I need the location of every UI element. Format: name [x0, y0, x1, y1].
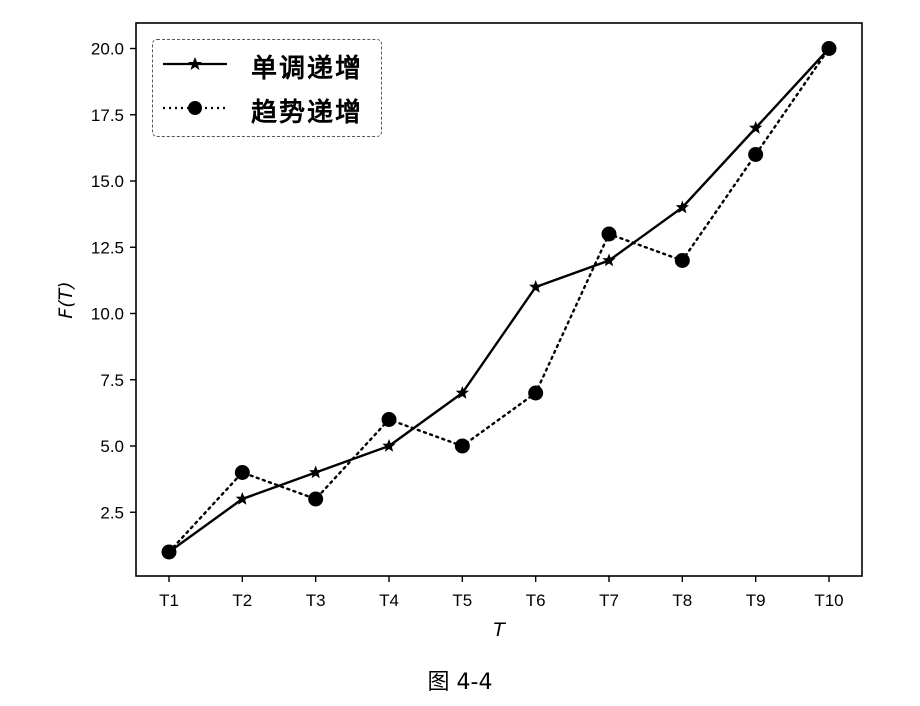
- x-tick-label: T9: [746, 591, 766, 610]
- x-tick-label: T5: [452, 591, 472, 610]
- plot-area: [161, 41, 837, 560]
- star-marker: [675, 200, 689, 214]
- legend: 单调递增 趋势递增: [152, 39, 382, 137]
- series-monotonic-line: [168, 47, 830, 553]
- x-tick-label: T8: [672, 591, 692, 610]
- y-axis-label: F(T): [55, 281, 77, 318]
- x-tick-label: T2: [232, 591, 252, 610]
- x-tick-label: T3: [306, 591, 326, 610]
- star-marker: [822, 41, 836, 55]
- y-tick-label: 5.0: [100, 437, 124, 456]
- circle-marker: [674, 253, 690, 268]
- y-tick-label: 17.5: [91, 106, 124, 125]
- axes-frame: [135, 22, 863, 577]
- y-tick-label: 2.5: [100, 503, 124, 522]
- x-axis-label: T: [493, 619, 506, 641]
- x-tick-label: T6: [526, 591, 546, 610]
- star-marker: [602, 253, 616, 267]
- star-marker: [162, 545, 176, 558]
- star-marker: [455, 386, 469, 399]
- circle-marker: [381, 412, 397, 427]
- x-tick-label: T4: [379, 591, 399, 610]
- y-tick-label: 20.0: [91, 40, 124, 59]
- legend-label: 趋势递增: [251, 98, 364, 128]
- y-axis-ticks: 2.5 5.0 7.5 10.0 12.5 15.0 17.5 20.0: [91, 40, 136, 522]
- x-tick-label: T7: [599, 591, 619, 610]
- circle-marker: [748, 147, 764, 162]
- x-axis-ticks: T1 T2 T3 T4 T5 T6 T7 T8 T9 T10: [159, 576, 844, 610]
- y-tick-label: 12.5: [91, 238, 124, 257]
- figure-caption: 图 4-4: [427, 670, 493, 695]
- star-marker: [749, 121, 763, 134]
- solid-star-line-icon: [163, 57, 227, 70]
- y-tick-label: 7.5: [100, 371, 124, 390]
- legend-item-monotonic: 单调递增: [153, 44, 381, 84]
- legend-label: 单调递增: [251, 54, 364, 84]
- dotted-circle-line-icon: [163, 101, 227, 115]
- x-tick-label: T10: [814, 591, 843, 610]
- circle-marker: [528, 385, 544, 401]
- circle-marker: [601, 226, 617, 242]
- circle-marker: [454, 438, 470, 454]
- circle-marker: [234, 465, 250, 480]
- y-tick-label: 10.0: [91, 305, 124, 324]
- series-trend-line: [167, 47, 831, 554]
- x-tick-label: T1: [159, 591, 179, 610]
- star-marker: [382, 439, 396, 452]
- legend-item-trend: 趋势递增: [153, 88, 381, 128]
- star-marker: [309, 465, 323, 479]
- star-marker: [529, 280, 543, 293]
- circle-marker: [308, 491, 324, 507]
- star-marker: [235, 492, 249, 505]
- y-tick-label: 15.0: [91, 172, 124, 191]
